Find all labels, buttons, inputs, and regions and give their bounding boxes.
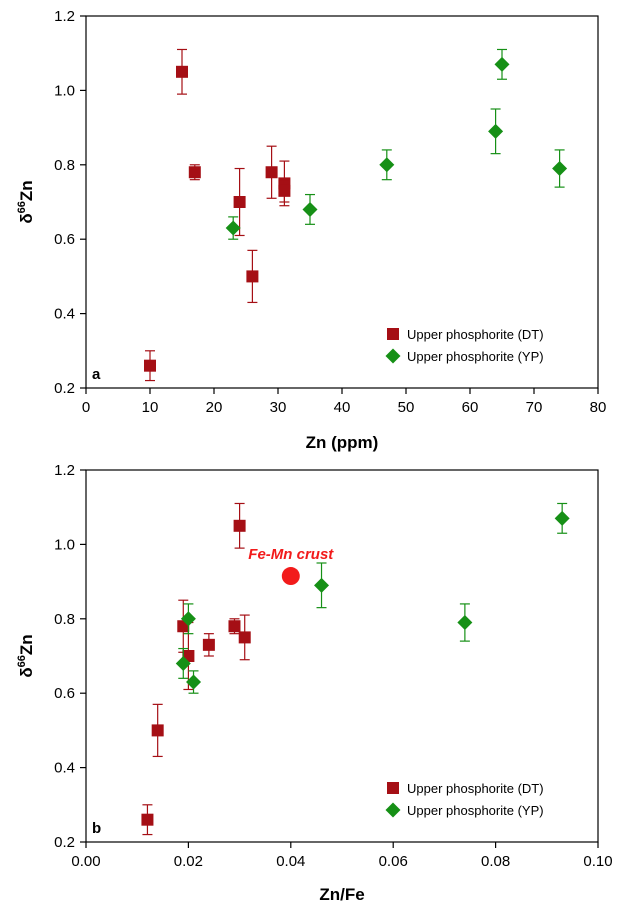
y-tick-label: 0.8 xyxy=(54,157,75,174)
panel-b-y-title-delta: δ xyxy=(17,667,36,677)
panel-a-y-title-delta: δ xyxy=(17,213,36,223)
panel-b-label: b xyxy=(92,820,101,837)
data-point-yp xyxy=(225,220,241,236)
data-point-dt xyxy=(188,166,201,179)
panel-b-legend: Upper phosphorite (DT) Upper phosphorite… xyxy=(385,781,544,818)
y-tick-label: 0.4 xyxy=(54,760,75,777)
y-tick-label: 0.4 xyxy=(54,306,75,323)
panel-a-label: a xyxy=(92,366,101,383)
panel-b-series xyxy=(141,502,570,836)
x-tick-label: 10 xyxy=(142,399,159,416)
panel-b-y-title-element: Zn xyxy=(17,634,36,655)
data-point-dt xyxy=(233,519,246,532)
y-tick-label: 1.2 xyxy=(54,8,75,25)
data-point-dt xyxy=(141,813,154,826)
y-tick-label: 0.2 xyxy=(54,834,75,851)
x-tick-label: 40 xyxy=(334,399,351,416)
data-point-dt xyxy=(265,166,278,179)
data-point-yp xyxy=(554,510,570,526)
panel-b-plot-frame xyxy=(85,469,599,843)
panel-b-x-axis-title: Zn/Fe xyxy=(319,885,364,904)
panel-b-y-title-superscript: 66 xyxy=(16,655,28,667)
panel-b-y-ticks: 0.2 0.4 0.6 0.8 1.0 1.2 xyxy=(54,462,86,851)
data-point-dt xyxy=(202,638,215,651)
panel-a-x-axis-title: Zn (ppm) xyxy=(306,433,379,452)
data-point-dt xyxy=(151,724,164,737)
data-point-dt xyxy=(144,359,156,372)
panel-b-y-axis-title: δ66Zn xyxy=(16,634,36,677)
data-point-dt xyxy=(176,65,188,78)
y-tick-label: 1.0 xyxy=(54,82,75,99)
y-tick-label: 0.6 xyxy=(54,685,75,702)
data-point-yp xyxy=(488,123,504,139)
x-tick-label: 30 xyxy=(270,399,287,416)
x-tick-label: 0.10 xyxy=(583,853,612,870)
x-tick-label: 0.08 xyxy=(481,853,510,870)
data-point-yp xyxy=(494,56,510,72)
x-tick-label: 20 xyxy=(206,399,223,416)
data-point-dt xyxy=(228,620,241,633)
panel-a-x-ticks: 0 10 20 30 40 50 60 70 80 xyxy=(82,388,607,416)
data-point-dt xyxy=(246,270,259,283)
fe-mn-crust-marker xyxy=(281,567,300,586)
x-tick-label: 0.06 xyxy=(379,853,408,870)
data-point-yp xyxy=(457,615,473,631)
panel-a-legend-dt-label: Upper phosphorite (DT) xyxy=(407,327,544,342)
panel-a-legend-yp-marker xyxy=(385,348,401,364)
panel-a-y-title-superscript: 66 xyxy=(16,201,28,213)
x-tick-label: 70 xyxy=(526,399,543,416)
x-tick-label: 0.04 xyxy=(276,853,305,870)
x-tick-label: 0.02 xyxy=(174,853,203,870)
panel-a-series xyxy=(144,48,568,382)
y-tick-label: 1.2 xyxy=(54,462,75,479)
x-tick-label: 60 xyxy=(462,399,479,416)
x-tick-label: 0.00 xyxy=(71,853,100,870)
data-point-dt xyxy=(238,631,251,644)
panel-b-legend-yp-marker xyxy=(385,802,401,818)
data-point-yp xyxy=(552,161,568,177)
panel-b-chart: 0.00 0.02 0.04 0.06 0.08 0.10 0.2 0.4 0.6 0.8 1.0… xyxy=(16,462,613,904)
x-tick-label: 80 xyxy=(590,399,607,416)
data-point-yp xyxy=(180,611,196,627)
data-point-yp xyxy=(175,655,191,671)
panel-a-legend-dt-marker xyxy=(387,328,399,340)
panel-b-legend-dt-label: Upper phosphorite (DT) xyxy=(407,781,544,796)
fe-mn-crust-label: Fe-Mn crust xyxy=(248,546,334,563)
panel-a-y-ticks: 0.2 0.4 0.6 0.8 1.0 1.2 xyxy=(54,8,86,397)
panel-a-y-title-element: Zn xyxy=(17,180,36,201)
panel-a-y-axis-title: δ66Zn xyxy=(16,180,36,223)
data-point-dt xyxy=(233,196,246,208)
panel-a-legend: Upper phosphorite (DT) Upper phosphorite… xyxy=(385,327,544,364)
data-point-yp xyxy=(186,674,202,690)
data-point-dt xyxy=(278,184,291,197)
panel-b-annotation: Fe-Mn crust xyxy=(248,546,334,586)
x-tick-label: 50 xyxy=(398,399,415,416)
y-tick-label: 0.2 xyxy=(54,380,75,397)
panel-b-legend-yp-label: Upper phosphorite (YP) xyxy=(407,803,544,818)
panel-a-chart: 0 10 20 30 40 50 60 70 80 0.2 0.4 0.6 0.8 1.0 1.2 a Z… xyxy=(16,8,606,452)
panel-b-x-ticks: 0.00 0.02 0.04 0.06 0.08 0.10 xyxy=(71,842,613,870)
x-tick-label: 0 xyxy=(82,399,90,416)
data-point-yp xyxy=(302,201,318,217)
y-tick-label: 0.6 xyxy=(54,231,75,248)
y-tick-label: 0.8 xyxy=(54,611,75,628)
panel-a-legend-yp-label: Upper phosphorite (YP) xyxy=(407,349,544,364)
panel-b-legend-dt-marker xyxy=(387,782,399,794)
y-tick-label: 1.0 xyxy=(54,536,75,553)
data-point-yp xyxy=(379,157,395,173)
data-point-yp xyxy=(314,577,330,593)
